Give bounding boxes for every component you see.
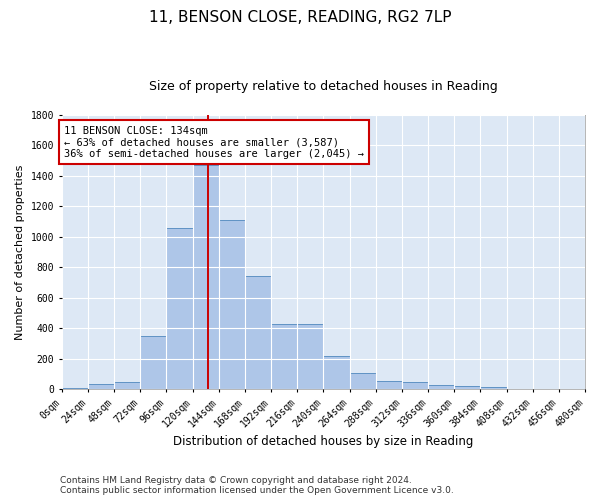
Bar: [350, 372, 376, 390]
Text: Contains HM Land Registry data © Crown copyright and database right 2024.
Contai: Contains HM Land Registry data © Crown c…: [60, 476, 454, 495]
Bar: [88, 384, 114, 390]
Bar: [506, 388, 533, 390]
Bar: [271, 324, 297, 390]
Bar: [454, 386, 481, 390]
Bar: [428, 384, 454, 390]
Text: 11 BENSON CLOSE: 134sqm
← 63% of detached houses are smaller (3,587)
36% of semi: 11 BENSON CLOSE: 134sqm ← 63% of detache…: [64, 126, 364, 159]
Bar: [481, 387, 506, 390]
Bar: [62, 388, 88, 390]
Bar: [376, 381, 402, 390]
Bar: [88, 384, 114, 390]
Bar: [114, 382, 140, 390]
Bar: [166, 228, 193, 390]
Bar: [323, 356, 350, 390]
Bar: [271, 324, 297, 390]
Y-axis label: Number of detached properties: Number of detached properties: [15, 164, 25, 340]
Bar: [62, 388, 88, 390]
Bar: [245, 276, 271, 390]
Bar: [506, 388, 533, 390]
X-axis label: Distribution of detached houses by size in Reading: Distribution of detached houses by size …: [173, 434, 473, 448]
Bar: [428, 384, 454, 390]
Bar: [481, 387, 506, 390]
Text: 11, BENSON CLOSE, READING, RG2 7LP: 11, BENSON CLOSE, READING, RG2 7LP: [149, 10, 451, 25]
Bar: [376, 381, 402, 390]
Bar: [297, 324, 323, 390]
Bar: [218, 220, 245, 390]
Bar: [140, 336, 166, 390]
Bar: [245, 276, 271, 390]
Bar: [140, 336, 166, 390]
Bar: [114, 382, 140, 390]
Bar: [323, 356, 350, 390]
Bar: [402, 382, 428, 390]
Bar: [218, 220, 245, 390]
Bar: [297, 324, 323, 390]
Bar: [166, 228, 193, 390]
Bar: [454, 386, 481, 390]
Title: Size of property relative to detached houses in Reading: Size of property relative to detached ho…: [149, 80, 498, 93]
Bar: [193, 166, 218, 390]
Bar: [402, 382, 428, 390]
Bar: [350, 372, 376, 390]
Bar: [193, 166, 218, 390]
